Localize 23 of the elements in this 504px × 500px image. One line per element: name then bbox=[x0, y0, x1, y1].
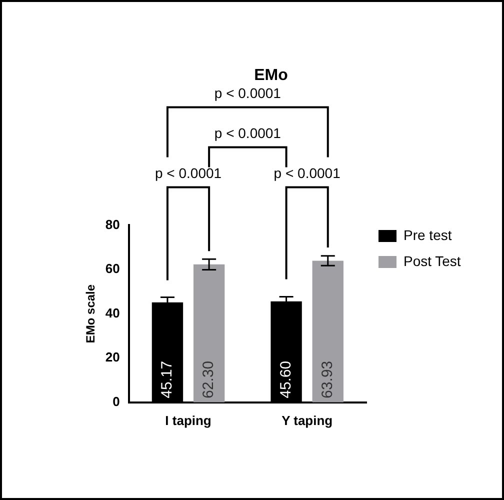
y-tick-label: 60 bbox=[105, 261, 120, 276]
legend-label: Pre test bbox=[404, 226, 452, 243]
bar bbox=[193, 264, 225, 402]
bar bbox=[270, 301, 302, 402]
text: p < 0.0001 bbox=[154, 165, 222, 182]
data-label: 63.93 bbox=[319, 360, 336, 398]
bar bbox=[312, 260, 344, 402]
text: p < 0.0001 bbox=[214, 85, 282, 102]
text: p < 0.0001 bbox=[214, 125, 282, 142]
chart-title: EMo bbox=[254, 67, 288, 84]
data-label: 62.30 bbox=[200, 360, 218, 398]
data-label: 45.17 bbox=[158, 360, 176, 398]
x-tick-label: I taping bbox=[165, 412, 212, 428]
y-tick-label: 80 bbox=[105, 216, 120, 232]
x-tick-label: Y taping bbox=[282, 412, 333, 428]
y-axis-title: EMo scale bbox=[84, 284, 98, 344]
y-tick-label: 40 bbox=[105, 305, 120, 320]
y-tick-label: 20 bbox=[105, 350, 120, 365]
legend-label: Post Test bbox=[404, 252, 461, 269]
y-tick-label: 0 bbox=[112, 394, 120, 409]
data-label: 45.60 bbox=[277, 360, 294, 398]
text: p < 0.0001 bbox=[274, 165, 341, 182]
bar bbox=[152, 302, 184, 402]
